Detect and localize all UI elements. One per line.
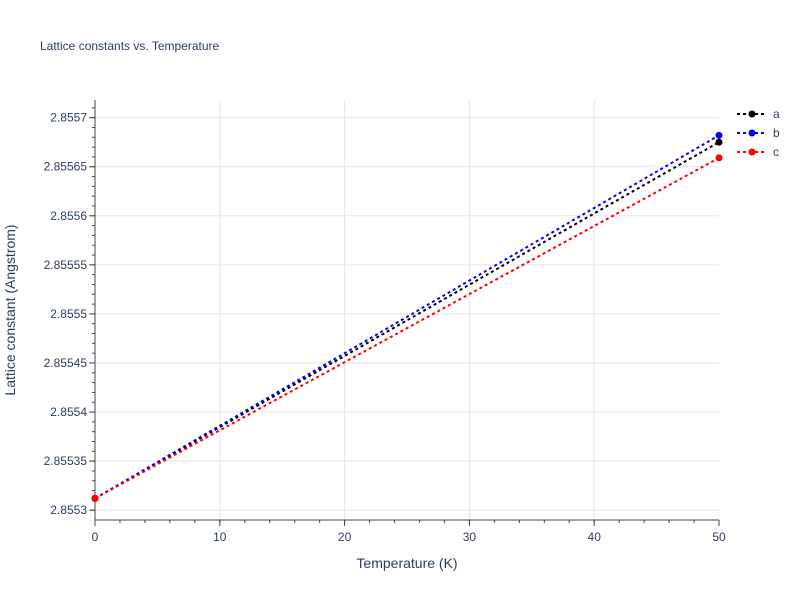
y-tick-label: 2.8554: [50, 405, 87, 419]
grid-layer: [95, 100, 719, 520]
x-tick-label: 30: [463, 530, 477, 544]
series-line-b: [94, 134, 720, 500]
legend: abc: [737, 107, 780, 159]
legend-marker-c: [748, 148, 756, 156]
x-tick-label: 40: [588, 530, 602, 544]
y-tick-label: 2.8556: [50, 209, 87, 223]
x-axis-title: Temperature (K): [356, 555, 457, 571]
x-tick-label: 0: [92, 530, 99, 544]
y-axis-title: Lattice constant (Angstrom): [2, 224, 18, 395]
y-tick-label: 2.85535: [44, 454, 88, 468]
legend-label-b: b: [773, 126, 780, 140]
legend-label-c: c: [773, 145, 779, 159]
series-point-a: [715, 138, 723, 146]
y-tick-label: 2.85545: [44, 356, 88, 370]
series-line-c: [94, 157, 720, 500]
legend-item-c: c: [737, 145, 779, 159]
legend-marker-b: [748, 129, 756, 137]
y-tick-label: 2.8555: [50, 307, 87, 321]
y-tick-label: 2.8553: [50, 503, 87, 517]
y-tick-label: 2.8557: [50, 111, 87, 125]
series-point-c: [91, 494, 99, 502]
x-tick-label: 10: [213, 530, 227, 544]
series-line-a: [94, 141, 720, 500]
series-point-c: [715, 154, 723, 162]
chart-title: Lattice constants vs. Temperature: [40, 39, 220, 53]
x-tick-label: 50: [712, 530, 726, 544]
axis-layer: 2.8553 2.85535 2.8554 2.85545 2.8555 2.85555 2…: [44, 100, 726, 544]
y-tick-label: 2.85565: [44, 160, 88, 174]
legend-marker-a: [748, 110, 756, 118]
legend-label-a: a: [773, 107, 780, 121]
x-tick-label: 20: [338, 530, 352, 544]
legend-item-b: b: [737, 126, 780, 140]
legend-item-a: a: [737, 107, 780, 121]
series-layer: [91, 131, 723, 502]
series-point-b: [715, 131, 723, 139]
y-tick-label: 2.85555: [44, 258, 88, 272]
